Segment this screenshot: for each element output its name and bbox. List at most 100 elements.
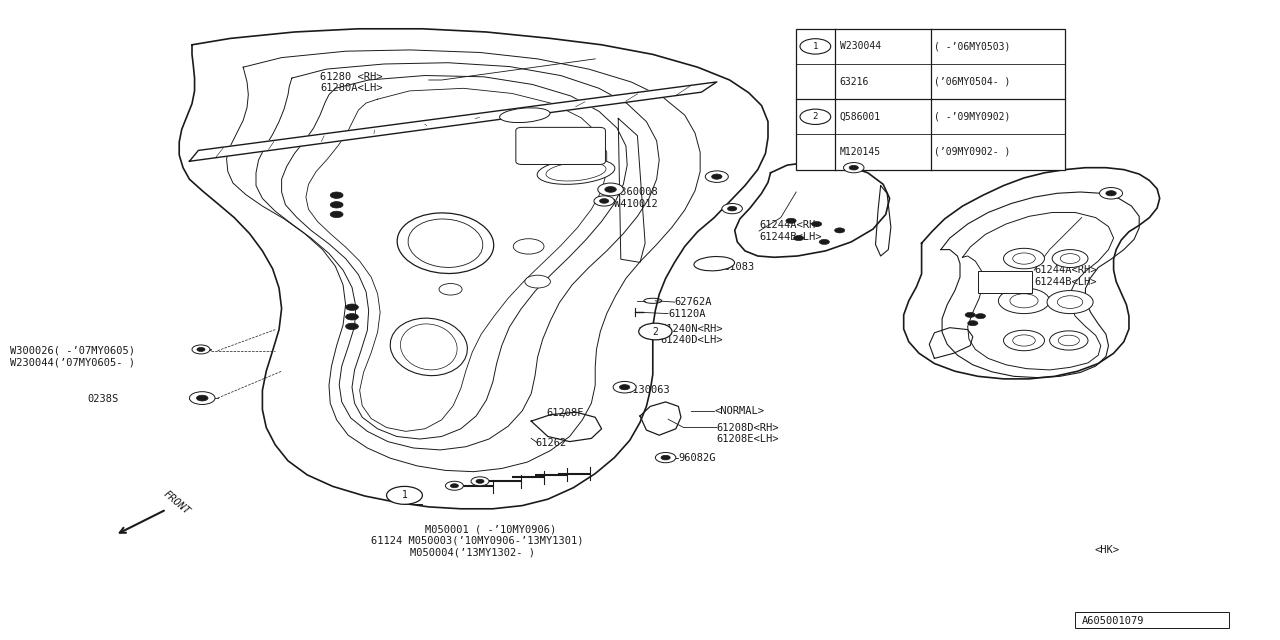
Circle shape: [594, 196, 614, 206]
Circle shape: [975, 314, 986, 319]
Text: (’06MY0504- ): (’06MY0504- ): [934, 77, 1011, 86]
Circle shape: [812, 221, 822, 227]
Circle shape: [1060, 253, 1080, 264]
Circle shape: [1052, 250, 1088, 268]
Circle shape: [1100, 188, 1123, 199]
Text: W130063: W130063: [626, 385, 669, 396]
Text: <HK>: <HK>: [1094, 545, 1120, 556]
Text: 61280 <RH>: 61280 <RH>: [320, 72, 383, 82]
Bar: [1075, 612, 1229, 628]
Circle shape: [786, 218, 796, 223]
Circle shape: [1047, 291, 1093, 314]
Circle shape: [800, 38, 831, 54]
Text: 61124 M050003(’10MY0906-’13MY1301): 61124 M050003(’10MY0906-’13MY1301): [371, 536, 584, 546]
Text: 61208F: 61208F: [547, 408, 584, 418]
Ellipse shape: [408, 219, 483, 268]
Circle shape: [655, 452, 676, 463]
Text: M120145: M120145: [840, 147, 881, 157]
Ellipse shape: [547, 162, 605, 181]
Text: 61240D<LH>: 61240D<LH>: [660, 335, 723, 346]
Circle shape: [451, 484, 458, 488]
Circle shape: [471, 477, 489, 486]
Circle shape: [660, 455, 671, 460]
Ellipse shape: [390, 318, 467, 376]
Circle shape: [1004, 248, 1044, 269]
Circle shape: [849, 165, 859, 170]
Circle shape: [445, 481, 463, 490]
Text: Q360008: Q360008: [614, 187, 658, 197]
Circle shape: [192, 345, 210, 354]
Text: 63216: 63216: [840, 77, 869, 86]
Text: A605001079: A605001079: [1082, 616, 1144, 626]
Circle shape: [965, 312, 975, 317]
Text: 0238S: 0238S: [87, 394, 118, 404]
Circle shape: [844, 163, 864, 173]
Circle shape: [330, 192, 343, 198]
Text: 61244A<RH>: 61244A<RH>: [759, 220, 822, 230]
Circle shape: [998, 288, 1050, 314]
Circle shape: [598, 183, 623, 196]
Text: 61244B<LH>: 61244B<LH>: [759, 232, 822, 242]
Text: 61244B<LH>: 61244B<LH>: [1034, 276, 1097, 287]
Circle shape: [599, 198, 609, 204]
Circle shape: [476, 479, 484, 483]
Text: 61280A<LH>: 61280A<LH>: [320, 83, 383, 93]
Circle shape: [722, 204, 742, 214]
Ellipse shape: [499, 108, 550, 123]
Text: <NORMAL>: <NORMAL>: [714, 406, 764, 416]
Text: W300026( -’07MY0605): W300026( -’07MY0605): [10, 346, 136, 356]
Text: 1: 1: [402, 490, 407, 500]
Text: 61208D<RH>: 61208D<RH>: [717, 422, 780, 433]
Text: M050004(’13MY1302- ): M050004(’13MY1302- ): [410, 547, 535, 557]
Ellipse shape: [401, 324, 457, 370]
Circle shape: [1106, 191, 1116, 196]
Text: (’09MY0902- ): (’09MY0902- ): [934, 147, 1011, 157]
Circle shape: [439, 284, 462, 295]
Ellipse shape: [397, 213, 494, 273]
Circle shape: [639, 323, 672, 340]
Polygon shape: [189, 82, 717, 161]
Circle shape: [705, 171, 728, 182]
Ellipse shape: [694, 257, 735, 271]
Circle shape: [727, 206, 737, 211]
Text: ( -’06MY0503): ( -’06MY0503): [934, 42, 1011, 51]
Circle shape: [968, 321, 978, 326]
Circle shape: [613, 381, 636, 393]
Circle shape: [1004, 330, 1044, 351]
Text: Q586001: Q586001: [840, 112, 881, 122]
Circle shape: [800, 109, 831, 124]
Circle shape: [346, 314, 358, 320]
Circle shape: [197, 348, 205, 351]
Text: 61208E<LH>: 61208E<LH>: [717, 434, 780, 444]
Circle shape: [712, 174, 722, 179]
Text: FRONT: FRONT: [161, 489, 192, 517]
Circle shape: [1057, 296, 1083, 308]
Circle shape: [197, 395, 207, 401]
Circle shape: [819, 239, 829, 244]
Ellipse shape: [538, 159, 614, 184]
Circle shape: [1012, 335, 1036, 346]
Circle shape: [346, 323, 358, 330]
Text: 61240N<RH>: 61240N<RH>: [660, 324, 723, 334]
FancyBboxPatch shape: [516, 127, 605, 164]
Text: 61120A: 61120A: [668, 308, 705, 319]
Text: W410012: W410012: [614, 198, 658, 209]
Bar: [796, 29, 1065, 170]
Text: 61083: 61083: [723, 262, 754, 272]
Text: 61244A<RH>: 61244A<RH>: [1034, 265, 1097, 275]
Ellipse shape: [644, 298, 662, 303]
Circle shape: [835, 228, 845, 233]
Text: 2: 2: [653, 326, 658, 337]
Circle shape: [513, 239, 544, 254]
Circle shape: [189, 392, 215, 404]
Text: ( -’09MY0902): ( -’09MY0902): [934, 112, 1011, 122]
Circle shape: [604, 187, 617, 192]
Text: 62762A: 62762A: [675, 297, 712, 307]
Text: W230044(’07MY0605- ): W230044(’07MY0605- ): [10, 357, 136, 367]
Circle shape: [1050, 331, 1088, 350]
Circle shape: [620, 385, 630, 390]
Circle shape: [525, 275, 550, 288]
Circle shape: [330, 202, 343, 208]
Text: 1: 1: [813, 42, 818, 51]
Circle shape: [1012, 253, 1036, 264]
